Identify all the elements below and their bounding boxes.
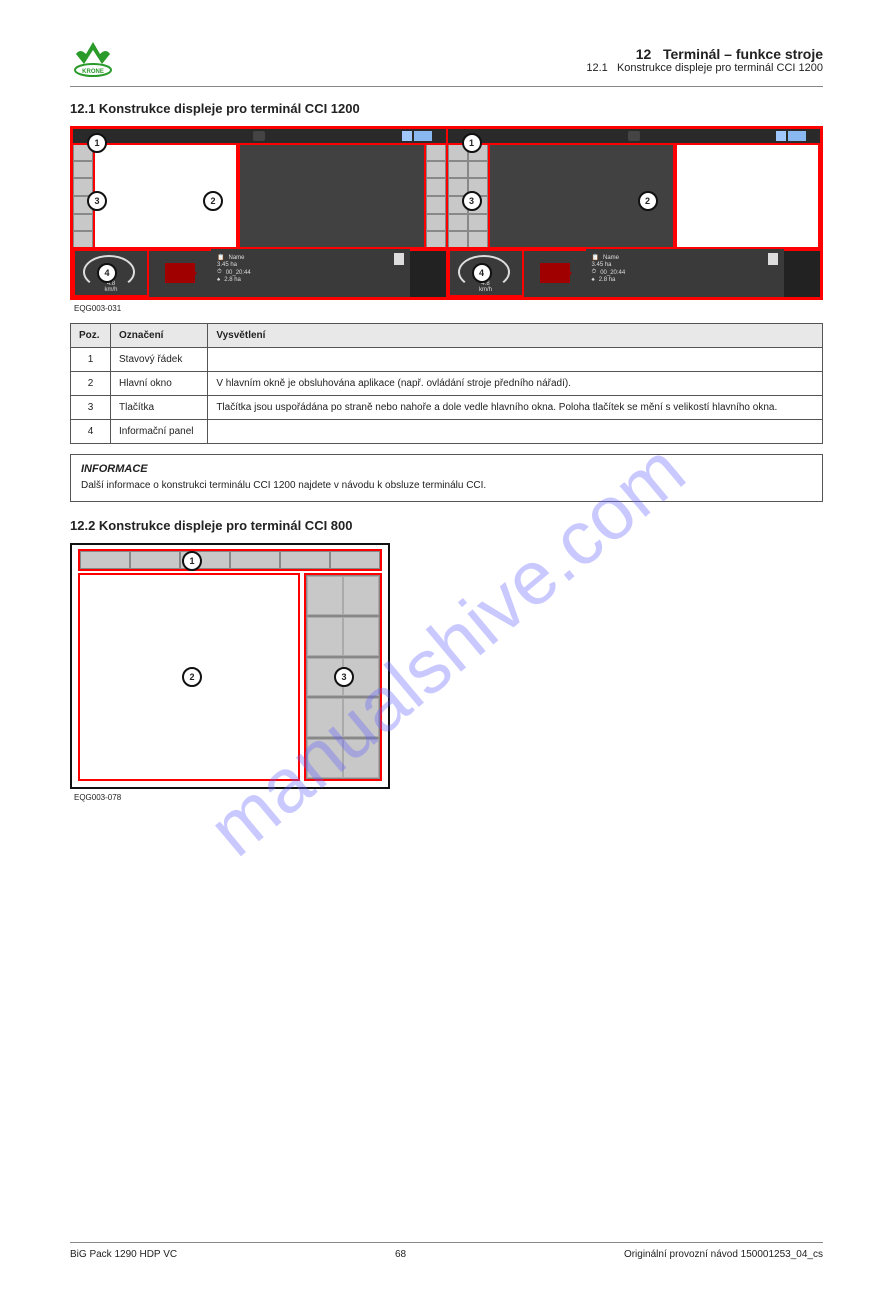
gear-icon — [776, 131, 786, 141]
record-icon — [540, 263, 570, 283]
page-footer: BiG Pack 1290 HDP VC 68 Originální provo… — [70, 1242, 823, 1260]
callout-s3: 3 — [334, 667, 354, 687]
footer-right: Originální provozní návod 150001253_04_c… — [624, 1249, 823, 1260]
swap-icon — [788, 131, 806, 141]
section-heading-2: 12.2 Konstrukce displeje pro terminál CC… — [70, 518, 823, 533]
swap-icon — [414, 131, 432, 141]
col-pos: Poz. — [71, 324, 111, 348]
figure-single-terminal: 1 2 3 — [70, 543, 390, 789]
info-title: INFORMACE — [81, 463, 812, 475]
page-header: KRONE 12 Terminál – funkce stroje 12.1 K… — [70, 40, 823, 87]
col-expl: Vysvětlení — [208, 324, 823, 348]
camera-icon — [253, 131, 265, 141]
chapter-title: Terminál – funkce stroje — [663, 46, 823, 62]
info-box: INFORMACE Další informace o konstrukci t… — [70, 454, 823, 502]
camera-icon — [628, 131, 640, 141]
section-subtitle: Konstrukce displeje pro terminál CCI 120… — [617, 62, 823, 74]
footer-center: 68 — [395, 1249, 406, 1260]
section-heading-1: 12.1 Konstrukce displeje pro terminál CC… — [70, 101, 823, 116]
table-row: 3 Tlačítka Tlačítka jsou uspořádána po s… — [71, 396, 823, 420]
table-row: 2 Hlavní okno V hlavním okně je obsluhov… — [71, 372, 823, 396]
info-body: Další informace o konstrukci terminálu C… — [81, 479, 812, 493]
table-row: 1 Stavový řádek — [71, 348, 823, 372]
section-number: 12.1 — [586, 62, 607, 74]
callout-1b: 1 — [462, 133, 482, 153]
krone-logo: KRONE — [70, 40, 116, 80]
callout-table: Poz. Označení Vysvětlení 1 Stavový řádek… — [70, 323, 823, 444]
callout-2b: 2 — [638, 191, 658, 211]
record-icon — [165, 263, 195, 283]
footer-left: BiG Pack 1290 HDP VC — [70, 1249, 177, 1260]
figure-caption-2: EQG003-078 — [74, 793, 823, 802]
figure-dual-terminal: 4.8km/h 📋Name 3.45 ha ⏱00_20:44 ♠2.8 ha … — [70, 126, 823, 300]
callout-2: 2 — [203, 191, 223, 211]
callout-3: 3 — [87, 191, 107, 211]
table-row: 4 Informační panel — [71, 420, 823, 444]
callout-3b: 3 — [462, 191, 482, 211]
trash-icon — [394, 253, 404, 265]
callout-1: 1 — [87, 133, 107, 153]
svg-text:KRONE: KRONE — [82, 69, 104, 75]
figure-caption-1: EQG003-031 — [74, 304, 823, 313]
trash-icon — [768, 253, 778, 265]
chapter-number: 12 — [636, 46, 652, 62]
col-name: Označení — [111, 324, 208, 348]
callout-4: 4 — [97, 263, 117, 283]
callout-s1: 1 — [182, 551, 202, 571]
gear-icon — [402, 131, 412, 141]
callout-4b: 4 — [472, 263, 492, 283]
callout-s2: 2 — [182, 667, 202, 687]
